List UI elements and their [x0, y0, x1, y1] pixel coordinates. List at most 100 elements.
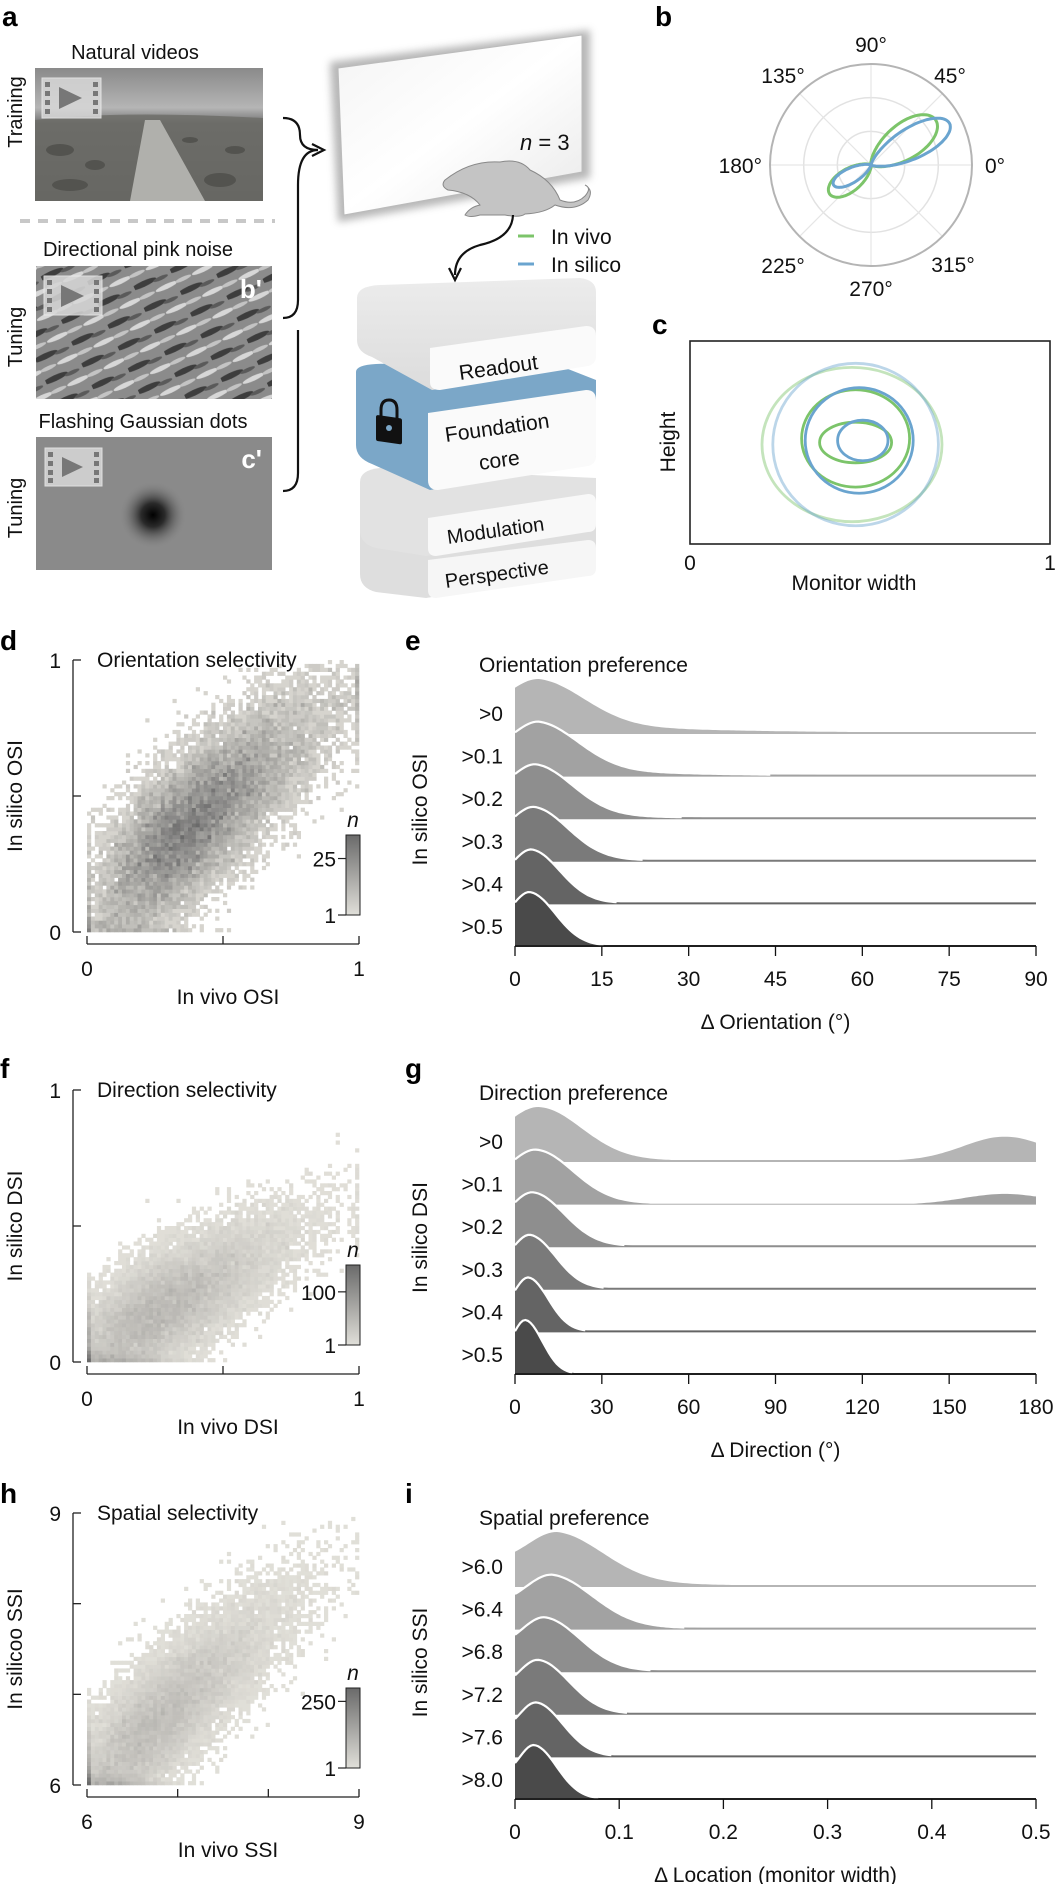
heatmap-bin	[250, 1210, 255, 1215]
heatmap-bin	[215, 1311, 220, 1316]
heatmap-bin	[258, 1303, 263, 1308]
heatmap-bin	[184, 1319, 189, 1324]
heatmap-bin	[242, 733, 247, 738]
heatmap-bin	[106, 924, 111, 929]
heatmap-bin	[164, 1738, 169, 1743]
heatmap-bin	[114, 1342, 119, 1347]
heatmap-bin	[273, 687, 278, 692]
heatmap-bin	[292, 710, 298, 715]
heatmap-bin	[304, 1241, 309, 1246]
heatmap-bin	[277, 702, 282, 707]
heatmap-bin	[199, 1342, 204, 1347]
heatmap-bin	[324, 722, 329, 727]
heatmap-bin	[238, 827, 243, 832]
heatmap-bin	[118, 920, 123, 925]
heatmap-bin	[335, 780, 340, 785]
heatmap-bin	[300, 807, 305, 812]
heatmap-bin	[226, 873, 232, 878]
heatmap-bin	[118, 908, 123, 913]
heatmap-bin	[141, 1323, 146, 1328]
heatmap-bin	[153, 737, 158, 742]
heatmap-bin	[188, 1303, 193, 1308]
heatmap-bin	[184, 904, 189, 909]
heatmap-bin	[168, 807, 173, 812]
heatmap-bin	[110, 1354, 115, 1359]
heatmap-bin	[211, 862, 216, 867]
heatmap-bin	[281, 733, 286, 738]
heatmap-bin	[137, 889, 142, 894]
heatmap-bin	[156, 788, 162, 793]
heatmap-bin	[269, 792, 274, 797]
heatmap-bin	[300, 698, 305, 704]
heatmap-bin	[207, 1288, 212, 1293]
heatmap-bin	[141, 897, 146, 902]
heatmap-bin	[184, 1761, 189, 1766]
heatmap-bin	[230, 702, 235, 707]
heatmap-bin	[207, 745, 212, 750]
heatmap-bin	[308, 1218, 313, 1223]
heatmap-bin	[180, 811, 185, 816]
heatmap-bin	[122, 1245, 127, 1250]
heatmap-bin	[184, 1280, 189, 1285]
heatmap-bin	[156, 1241, 162, 1246]
heatmap-bin	[281, 695, 286, 700]
heatmap-bin	[133, 912, 138, 917]
heatmap-bin	[324, 667, 329, 672]
heatmap-bin	[110, 827, 115, 832]
heatmap-bin	[145, 1742, 150, 1747]
heatmap-bin	[238, 885, 243, 890]
heatmap-bin	[176, 827, 181, 832]
heatmap-bin	[114, 881, 119, 886]
heatmap-bin	[203, 1276, 208, 1281]
heatmap-bin	[141, 811, 146, 816]
heatmap-bin	[110, 796, 115, 801]
heatmap-bin	[312, 667, 317, 672]
heatmap-bin	[98, 1346, 103, 1351]
heatmap-bin	[215, 877, 220, 882]
heatmap-bin	[176, 796, 181, 801]
heatmap-bin	[133, 1765, 138, 1770]
heatmap-bin	[180, 865, 185, 871]
heatmap-bin	[149, 1303, 154, 1308]
heatmap-bin	[277, 718, 282, 723]
heatmap-bin	[269, 729, 274, 735]
heatmap-bin	[230, 850, 235, 855]
heatmap-bin	[106, 889, 111, 894]
heatmap-bin	[156, 1338, 162, 1343]
heatmap-bin	[164, 1280, 169, 1285]
heatmap-bin	[137, 1284, 142, 1289]
heatmap-bin	[195, 1292, 200, 1297]
heatmap-bin	[246, 1253, 251, 1258]
heatmap-bin	[160, 1241, 165, 1246]
heatmap-bin	[223, 768, 228, 773]
heatmap-bin	[265, 761, 270, 766]
heatmap-bin	[180, 838, 185, 843]
heatmap-bin	[343, 1183, 348, 1188]
arrow-head-icon	[448, 267, 462, 283]
heatmap-bin	[289, 831, 294, 836]
heatmap-bin	[230, 807, 235, 812]
heatmap-bin	[242, 780, 247, 785]
heatmap-bin	[160, 1761, 165, 1766]
heatmap-bin	[347, 706, 352, 711]
heatmap-bin	[234, 1249, 239, 1254]
heatmap-bin	[153, 858, 158, 863]
heatmap-bin	[316, 1206, 321, 1211]
heatmap-bin	[160, 1311, 165, 1316]
heatmap-bin	[246, 842, 251, 847]
heatmap-bin	[125, 761, 131, 766]
heatmap-bin	[300, 702, 305, 707]
heatmap-bin	[254, 737, 259, 742]
heatmap-bin	[215, 1253, 220, 1258]
heatmap-bin	[226, 1295, 232, 1301]
heatmap-bin	[160, 796, 165, 801]
heatmap-bin	[230, 858, 235, 863]
heatmap-bin	[172, 1257, 177, 1262]
heatmap-bin	[203, 1257, 208, 1262]
heatmap-bin	[129, 1777, 134, 1782]
heatmap-bin	[281, 702, 286, 707]
heatmap-bin	[168, 1746, 173, 1751]
heatmap-bin	[296, 831, 301, 836]
heatmap-bin	[258, 1272, 263, 1277]
heatmap-bin	[277, 807, 282, 812]
